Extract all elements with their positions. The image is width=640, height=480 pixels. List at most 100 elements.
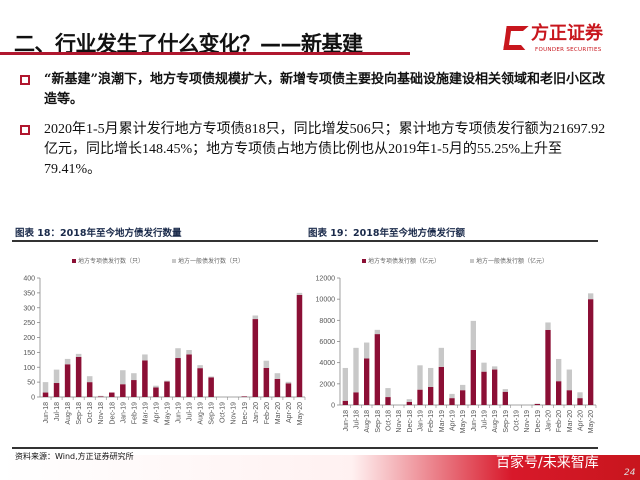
bar-special [556, 381, 562, 405]
x-tick-label: Jul-18 [54, 402, 61, 421]
x-tick-label: Jun-18 [43, 402, 50, 424]
legend-label: 地方专项债发行额（亿元） [368, 257, 440, 265]
y-tick-label: 12000 [316, 276, 336, 283]
square-bullet-icon [20, 75, 30, 85]
y-tick-label: 50 [27, 380, 35, 387]
bar-special [364, 358, 370, 405]
y-tick-label: 2000 [319, 381, 335, 388]
bar-special [53, 383, 60, 397]
bottom-divider [12, 447, 300, 449]
x-tick-label: Aug-18 [65, 402, 72, 425]
y-tick-label: 300 [23, 305, 35, 312]
bar-general [197, 365, 203, 369]
x-tick-label: Jul-19 [187, 402, 194, 421]
x-tick-label: Oct-18 [87, 402, 94, 423]
bar-special [353, 392, 359, 405]
bar-general [263, 360, 270, 368]
bar-special [588, 299, 594, 405]
x-tick-label: Jun-19 [471, 410, 478, 432]
bar-general [353, 347, 359, 393]
bar-general [186, 349, 192, 355]
bar-general [566, 369, 572, 391]
bar-special [120, 384, 126, 397]
bar-special [241, 396, 248, 397]
bar-general [492, 366, 498, 370]
x-tick-label: Oct-19 [220, 402, 227, 423]
x-tick-label: May-20 [588, 410, 595, 433]
bar-general [438, 347, 444, 367]
chart-19-divider [300, 240, 598, 242]
bar-general [470, 320, 476, 350]
legend-swatch [172, 259, 176, 263]
bar-special [164, 381, 170, 397]
x-tick-label: Sep-18 [375, 410, 382, 433]
bar-special [342, 400, 348, 405]
bar-special [296, 294, 303, 397]
bar-special [153, 387, 159, 397]
page-number: 24 [624, 468, 636, 478]
legend-swatch [362, 259, 366, 263]
bar-special [385, 397, 391, 405]
bar-general [374, 329, 380, 335]
bullet-item: 2020年1-5月累计发行地方专项债818只，同比增发506只；累计地方专项债发… [20, 120, 610, 180]
x-tick-label: Feb-19 [131, 402, 138, 424]
bar-special [460, 390, 466, 405]
y-tick-label: 0 [331, 403, 335, 410]
x-tick-label: Aug-18 [364, 410, 371, 433]
x-tick-label: Dec-19 [242, 402, 249, 425]
company-logo: 方正证券 FOUNDER SECURITIES [503, 24, 630, 56]
bar-general [342, 367, 348, 401]
bar-general [175, 348, 181, 359]
bottom-divider [300, 447, 598, 449]
bar-special [208, 377, 214, 397]
x-tick-label: Nov-18 [98, 402, 105, 425]
bullet-text: 2020年1-5月累计发行地方专项债818只，同比增发506只；累计地方专项债发… [44, 122, 606, 177]
bullet-item: “新基建”浪潮下，地方专项债规模扩大，新增专项债主要投向基础设施建设相关领域和老… [20, 70, 610, 110]
bar-special [502, 391, 508, 405]
bullet-text: “新基建”浪潮下，地方专项债规模扩大，新增专项债主要投向基础设施建设相关领域和老… [44, 72, 605, 107]
x-tick-label: Mar-19 [142, 402, 149, 424]
x-tick-label: Nov-19 [231, 402, 238, 425]
bar-special [577, 398, 583, 405]
bar-special [86, 382, 93, 397]
bar-special [75, 356, 82, 397]
bar-general [588, 293, 594, 300]
bar-special [492, 369, 498, 405]
bar-special [470, 349, 476, 405]
x-tick-label: Mar-20 [567, 410, 574, 432]
bar-special [406, 401, 412, 405]
x-tick-label: Dec-18 [109, 402, 116, 425]
y-tick-label: 200 [23, 335, 35, 342]
x-tick-label: Oct-19 [514, 410, 521, 431]
bar-general [460, 384, 466, 391]
bar-general [285, 381, 292, 384]
bar-general [385, 388, 391, 398]
legend-label: 地方一般债发行额（亿元） [476, 257, 548, 265]
x-tick-label: Jul-18 [354, 410, 361, 429]
y-tick-label: 4000 [319, 360, 335, 367]
title-divider [0, 52, 410, 55]
chart-18-title: 图表 18：2018年至今地方债发行数量 [15, 228, 182, 239]
x-tick-label: Jun-19 [176, 402, 183, 424]
x-tick-label: Jan-19 [120, 402, 127, 424]
bar-special [142, 360, 148, 397]
x-tick-label: Apr-19 [450, 410, 457, 431]
x-tick-label: Jun-18 [343, 410, 350, 432]
bar-special [186, 354, 192, 397]
chart-19-title: 图表 19：2018年至今地方债发行额 [308, 228, 465, 239]
chart-18-divider [12, 240, 300, 242]
bar-special [428, 387, 434, 405]
x-tick-label: Sep-19 [503, 410, 510, 433]
y-tick-label: 8000 [319, 318, 335, 325]
bar-general [364, 342, 370, 359]
source-note: 资料来源：Wind,方正证券研究所 [15, 452, 134, 461]
x-tick-label: Apr-19 [153, 402, 160, 423]
bar-general [274, 373, 281, 379]
x-tick-label: May-19 [164, 402, 171, 425]
bar-special [97, 396, 104, 397]
bar-general [164, 380, 170, 382]
x-tick-label: Dec-19 [535, 410, 542, 433]
bar-special [109, 392, 115, 397]
y-tick-label: 100 [23, 365, 35, 372]
